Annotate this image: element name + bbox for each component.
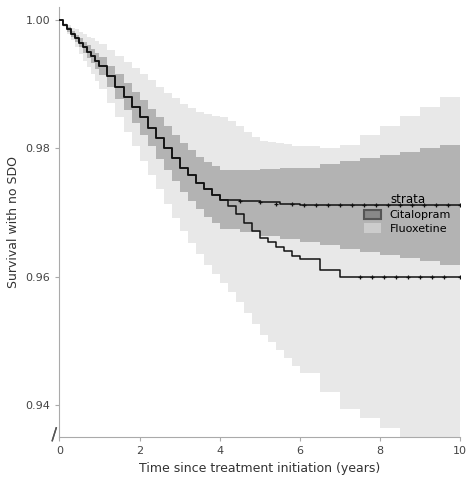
Legend: Citalopram, Fluoxetine: Citalopram, Fluoxetine <box>361 190 455 237</box>
X-axis label: Time since treatment initiation (years): Time since treatment initiation (years) <box>139 462 380 475</box>
Y-axis label: Survival with no SDO: Survival with no SDO <box>7 156 20 288</box>
